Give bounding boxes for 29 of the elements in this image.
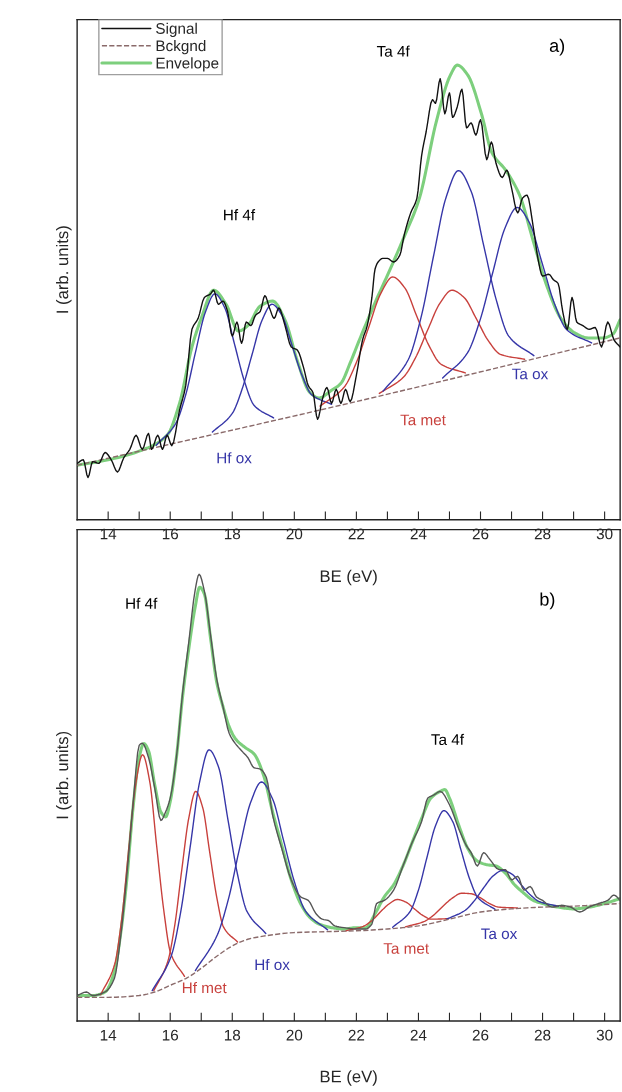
x-tick-label: 20: [286, 1029, 303, 1041]
annotation: Ta 4f: [431, 733, 465, 746]
x-tick-label: 16: [162, 1029, 179, 1041]
annotation: Hf 4f: [224, 209, 256, 221]
y-axis-title: I (arb. units): [56, 226, 72, 313]
x-tick-label: 18: [224, 1029, 241, 1041]
annotation: Ta met: [383, 943, 429, 954]
annotation: Ta ox: [512, 368, 549, 380]
x-tick-label: 26: [472, 1029, 489, 1041]
x-axis-title: BE (eV): [320, 569, 377, 586]
legend-label: Bckgnd: [156, 40, 206, 55]
x-tick-label: 30: [596, 1029, 613, 1041]
x-tick-label: 24: [410, 1029, 427, 1041]
annotation: Hf ox: [255, 958, 290, 971]
x-tick-label: 22: [348, 1029, 365, 1041]
annotation: b): [540, 592, 555, 610]
x-tick-label: 14: [100, 1029, 117, 1041]
text: a): [549, 38, 565, 56]
text: Ta 4f: [376, 45, 410, 57]
annotation: Hf 4f: [126, 597, 158, 609]
legend-label: Signal: [156, 22, 197, 37]
x-tick-label: 28: [534, 1029, 551, 1041]
y-axis-title: I (arb. units): [56, 731, 72, 819]
x-axis-title: BE (eV): [320, 1070, 377, 1086]
annotation: Ta met: [400, 414, 446, 426]
legend-label: Envelope: [156, 57, 219, 72]
annotation: Hf met: [182, 981, 227, 994]
annotation: Ta ox: [481, 928, 518, 940]
annotation: Hf ox: [217, 452, 252, 464]
